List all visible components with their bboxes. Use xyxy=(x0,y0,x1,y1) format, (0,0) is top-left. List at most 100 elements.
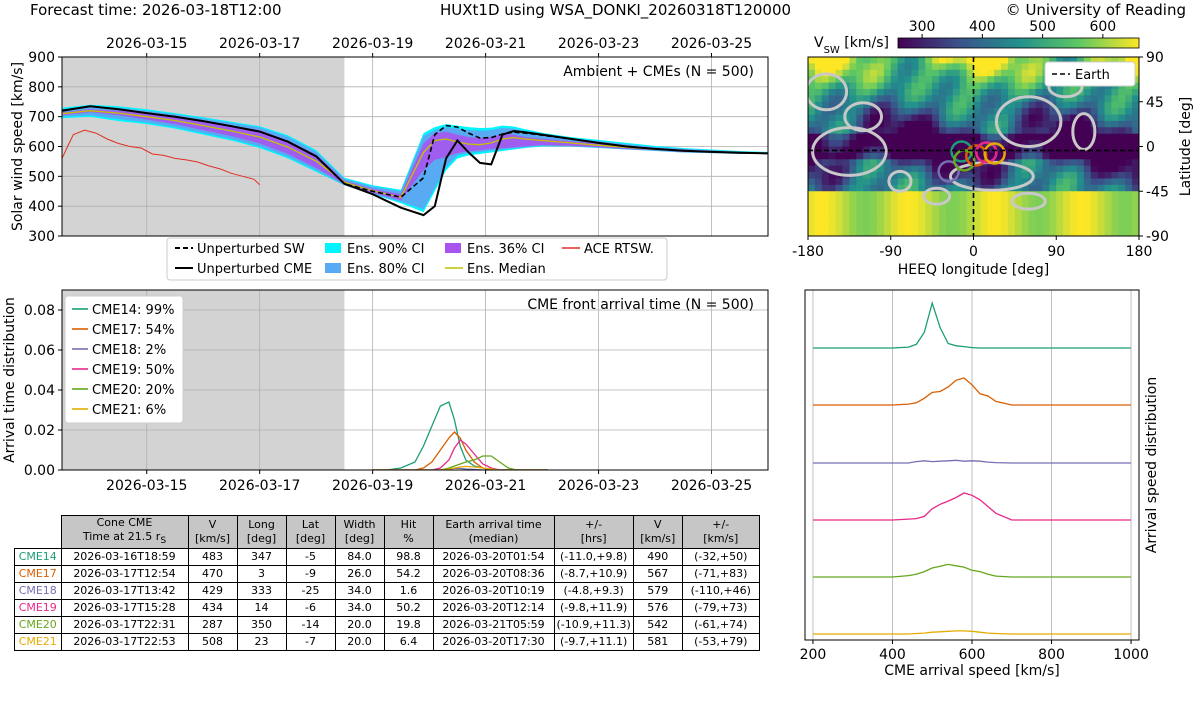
map-cell xyxy=(849,133,857,141)
map-cell xyxy=(1001,88,1009,96)
map-cell xyxy=(1076,223,1085,231)
arrival-speed-line-cme14 xyxy=(813,300,1131,349)
map-cell xyxy=(1118,229,1126,236)
map-cell xyxy=(945,165,954,173)
map-cell xyxy=(1028,57,1037,64)
map-cell xyxy=(1028,127,1037,135)
map-cell xyxy=(959,191,968,199)
table-cell: 6.4 xyxy=(383,633,434,652)
map-cell xyxy=(863,69,871,77)
map-cell xyxy=(1083,114,1092,122)
map-cell xyxy=(987,229,995,236)
table-row-label: CME19 xyxy=(14,599,62,618)
map-cell xyxy=(952,82,961,90)
map-cell xyxy=(890,216,899,224)
map-cell xyxy=(1014,223,1023,231)
table-row-label: CME18 xyxy=(14,582,62,601)
map-cell xyxy=(932,152,940,160)
map-cell xyxy=(821,63,830,71)
map-cell xyxy=(814,69,823,77)
map-cell xyxy=(945,146,954,154)
map-cell xyxy=(1070,95,1078,103)
table-header: V [km/s] xyxy=(632,514,683,550)
map-cell xyxy=(1056,165,1064,173)
map-cell xyxy=(925,191,933,199)
map-cell xyxy=(814,191,823,199)
map-cell xyxy=(994,172,1002,180)
map-cell xyxy=(808,165,816,173)
map-cell xyxy=(890,178,899,186)
map-cell xyxy=(932,146,940,154)
map-cell xyxy=(959,76,968,84)
map-cell xyxy=(1028,223,1037,231)
map-cell xyxy=(994,152,1002,160)
map-cell xyxy=(821,140,830,148)
map-cell xyxy=(1076,165,1085,173)
map-cell xyxy=(1035,140,1044,148)
map-cell xyxy=(1035,146,1044,154)
map-cell xyxy=(1111,197,1119,205)
map-cell xyxy=(849,216,857,224)
map-cell xyxy=(883,152,892,160)
xlabel: CME arrival speed [km/s] xyxy=(884,663,1060,679)
map-cell xyxy=(966,191,975,199)
map-cell xyxy=(863,57,871,64)
map-cell xyxy=(904,191,913,199)
map-cell xyxy=(918,133,926,141)
map-cell xyxy=(911,114,919,122)
map-cell xyxy=(1042,88,1050,96)
xtick-label: 2026-03-15 xyxy=(106,478,187,494)
map-cell xyxy=(952,216,961,224)
map-cell xyxy=(925,88,933,96)
cme-cone-ring xyxy=(811,126,888,177)
map-cell xyxy=(1104,229,1113,236)
map-cell xyxy=(959,88,968,96)
map-cell xyxy=(1056,95,1064,103)
map-cell xyxy=(1049,197,1057,205)
map-cell xyxy=(1076,159,1085,167)
map-cell xyxy=(932,120,940,128)
map-cell xyxy=(1021,95,1030,103)
map-cell xyxy=(952,210,961,218)
map-cell xyxy=(959,82,968,90)
map-cell xyxy=(980,82,988,90)
map-cell xyxy=(973,127,981,135)
map-cell xyxy=(1111,133,1119,141)
map-cell xyxy=(911,223,919,231)
map-cell xyxy=(904,69,913,77)
map-cell xyxy=(876,101,885,109)
map-cell xyxy=(925,63,933,71)
table-header: Width [deg] xyxy=(334,514,385,550)
colorbar-tick-label: 500 xyxy=(1029,19,1056,35)
map-cell xyxy=(897,108,906,116)
map-cell xyxy=(863,76,871,84)
map-cell xyxy=(883,159,892,167)
map-cell xyxy=(814,210,823,218)
map-cell xyxy=(849,191,857,199)
map-cell xyxy=(849,159,857,167)
map-cell xyxy=(1132,178,1139,186)
map-cell xyxy=(1083,191,1092,199)
map-cell xyxy=(1111,114,1119,122)
map-cell xyxy=(870,191,878,199)
map-cell xyxy=(918,178,926,186)
map-cell xyxy=(1111,184,1119,192)
map-cell xyxy=(939,223,947,231)
map-cell xyxy=(994,82,1002,90)
map-cell xyxy=(1090,223,1099,231)
map-cell xyxy=(849,204,857,212)
map-cell xyxy=(835,216,844,224)
table-cell: 483 xyxy=(187,548,238,567)
map-cell xyxy=(890,69,899,77)
map-cell xyxy=(808,114,816,122)
map-cell xyxy=(870,63,878,71)
table-row: CME19 2026-03-17T15:28 434 14 -6 34.0 50.2 2026… xyxy=(14,599,760,618)
map-cell xyxy=(1104,127,1113,135)
map-cell xyxy=(897,210,906,218)
map-cell xyxy=(966,133,975,141)
map-cell xyxy=(994,165,1002,173)
map-cell xyxy=(932,197,940,205)
table-row-label: CME14 xyxy=(14,548,62,567)
map-cell xyxy=(925,76,933,84)
map-cell xyxy=(1007,210,1016,218)
